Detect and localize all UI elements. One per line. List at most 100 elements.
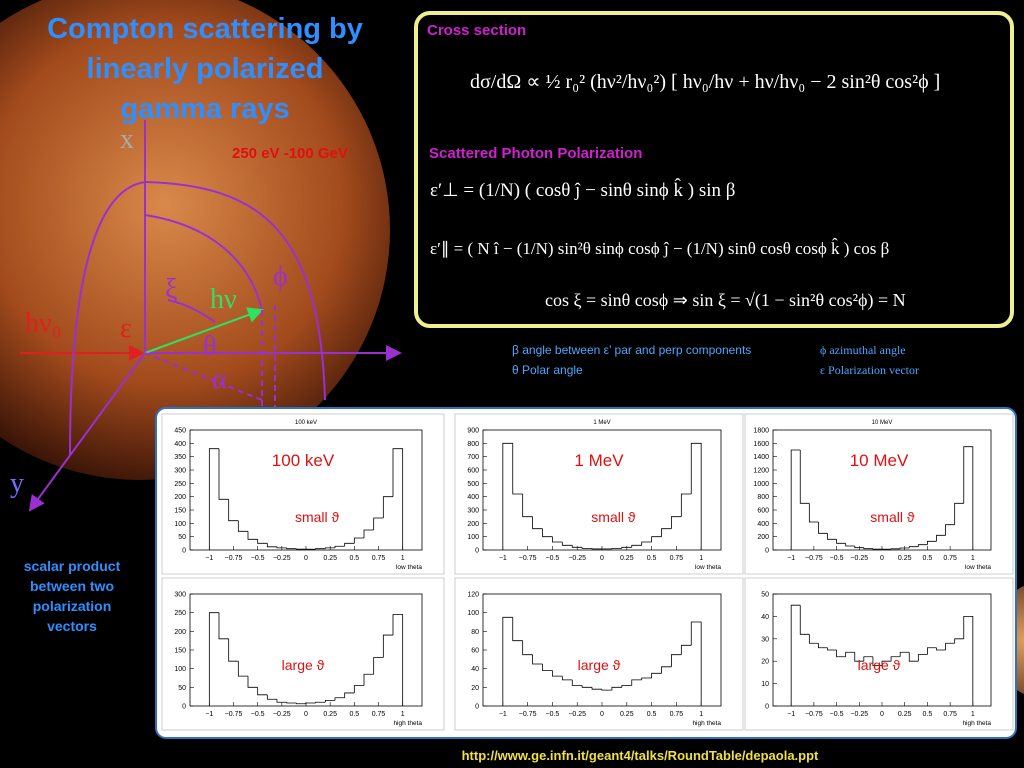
y-tick-label: 30: [761, 636, 769, 643]
x-tick-label: 1: [401, 711, 405, 718]
histogram-bin: [954, 502, 964, 525]
x-tick-label: 0.75: [670, 555, 684, 562]
x-tick-label: −0.5: [546, 711, 560, 718]
x-tick-label: 0.75: [670, 711, 684, 718]
plot-note: small ϑ: [295, 509, 340, 525]
histogram-bin: [344, 542, 355, 547]
x-tick-label: 0: [304, 555, 308, 562]
histogram-bin: [247, 531, 258, 540]
y-tick-label: 50: [178, 685, 186, 692]
y-tick-label: 350: [174, 454, 186, 461]
x-tick-label: 0.5: [647, 711, 657, 718]
histogram-bin: [827, 533, 837, 540]
x-tick-label: −1: [499, 555, 507, 562]
histogram-bin: [963, 616, 974, 706]
histogram-bin: [315, 548, 326, 550]
y-tick-label: 200: [174, 629, 186, 636]
axis-line: [28, 352, 146, 512]
y-tick-label: 0: [765, 548, 769, 555]
planet: [0, 0, 390, 480]
plot-note: large ϑ: [282, 657, 325, 673]
x-axis-label: low theta: [965, 564, 991, 571]
histogram-bin: [790, 449, 801, 550]
histogram-bin: [266, 543, 277, 548]
x-tick-label: −0.25: [850, 555, 868, 562]
plot-label: 1 MeV: [574, 451, 624, 470]
histogram-bin: [954, 638, 964, 644]
histogram-bin: [305, 702, 316, 704]
legend-item: θ Polar angle: [512, 363, 583, 377]
histogram-bin: [601, 689, 612, 691]
histogram-bin: [257, 687, 268, 696]
histogram-bin: [917, 654, 928, 662]
y-tick-label: 300: [467, 508, 479, 515]
y-tick-label: 0: [475, 548, 479, 555]
formula-box: [414, 11, 1014, 328]
histogram-bin: [561, 676, 573, 681]
histogram-bin: [917, 544, 928, 547]
x-tick-label: 0.25: [620, 711, 634, 718]
y-tick-label: 50: [761, 592, 769, 599]
title: Compton scattering by: [47, 13, 363, 45]
scattered-photon: [144, 307, 264, 354]
y-tick-label: 0: [182, 548, 186, 555]
title: linearly polarized: [87, 53, 324, 85]
histogram-bin: [799, 605, 810, 635]
y-tick-label: 400: [174, 441, 186, 448]
x-axis-label: high theta: [393, 720, 422, 727]
sphere-arc: [69, 181, 146, 456]
y-tick-label: 150: [174, 508, 186, 515]
y-tick-label: 1600: [753, 441, 769, 448]
y-tick-label: 300: [174, 468, 186, 475]
histogram-bin: [818, 522, 828, 534]
y-tick-label: 1200: [753, 468, 769, 475]
histogram-bin: [845, 651, 855, 657]
x-tick-label: −0.5: [830, 711, 844, 718]
x-tick-label: −0.25: [273, 555, 291, 562]
histogram-bin: [502, 616, 513, 706]
histogram-bin: [936, 534, 946, 542]
histogram-bin: [651, 672, 662, 678]
y-tick-label: 900: [467, 428, 479, 435]
y-tick-label: 50: [178, 534, 186, 541]
x-tick-label: 0.75: [943, 555, 957, 562]
histogram-bin: [344, 692, 355, 698]
y-tick-label: 1800: [753, 428, 769, 435]
histogram-bin: [532, 516, 543, 530]
histogram-bin: [690, 442, 702, 550]
scalar-note: polarization: [33, 598, 112, 614]
histogram-bin: [353, 685, 364, 693]
histogram-bin: [661, 666, 672, 674]
x-axis-label: high theta: [692, 720, 721, 727]
y-tick-label: 200: [174, 494, 186, 501]
histogram-bin: [631, 679, 642, 686]
y-tick-label: 60: [471, 648, 479, 655]
y-tick-label: 10: [761, 681, 769, 688]
y-tick-label: 250: [174, 481, 186, 488]
x-tick-label: 0.25: [323, 555, 337, 562]
x-tick-label: 1: [971, 555, 975, 562]
x-tick-label: 0.5: [349, 555, 359, 562]
histogram-bin: [611, 548, 622, 549]
x-tick-label: 1: [971, 711, 975, 718]
histogram-bin: [641, 541, 652, 546]
y-tick-label: 600: [757, 508, 769, 515]
x-tick-label: 0.25: [323, 711, 337, 718]
histogram-bin: [324, 700, 335, 703]
source-url: http://www.ge.infn.it/geant4/talks/Round…: [462, 748, 819, 763]
x-tick-label: −0.25: [568, 555, 586, 562]
histogram-bin: [208, 448, 219, 550]
histogram-bin: [522, 494, 533, 518]
histogram-bin: [863, 656, 873, 662]
y-tick-label: 40: [471, 666, 479, 673]
histogram-bin: [963, 446, 974, 550]
histogram-bin: [945, 642, 955, 650]
x-tick-label: 0.5: [923, 555, 933, 562]
y-tick-label: 1400: [753, 454, 769, 461]
histogram-bin: [936, 647, 946, 651]
histogram-bin: [671, 654, 682, 667]
histogram-bin: [621, 685, 632, 688]
x-tick-label: 1: [699, 711, 703, 718]
